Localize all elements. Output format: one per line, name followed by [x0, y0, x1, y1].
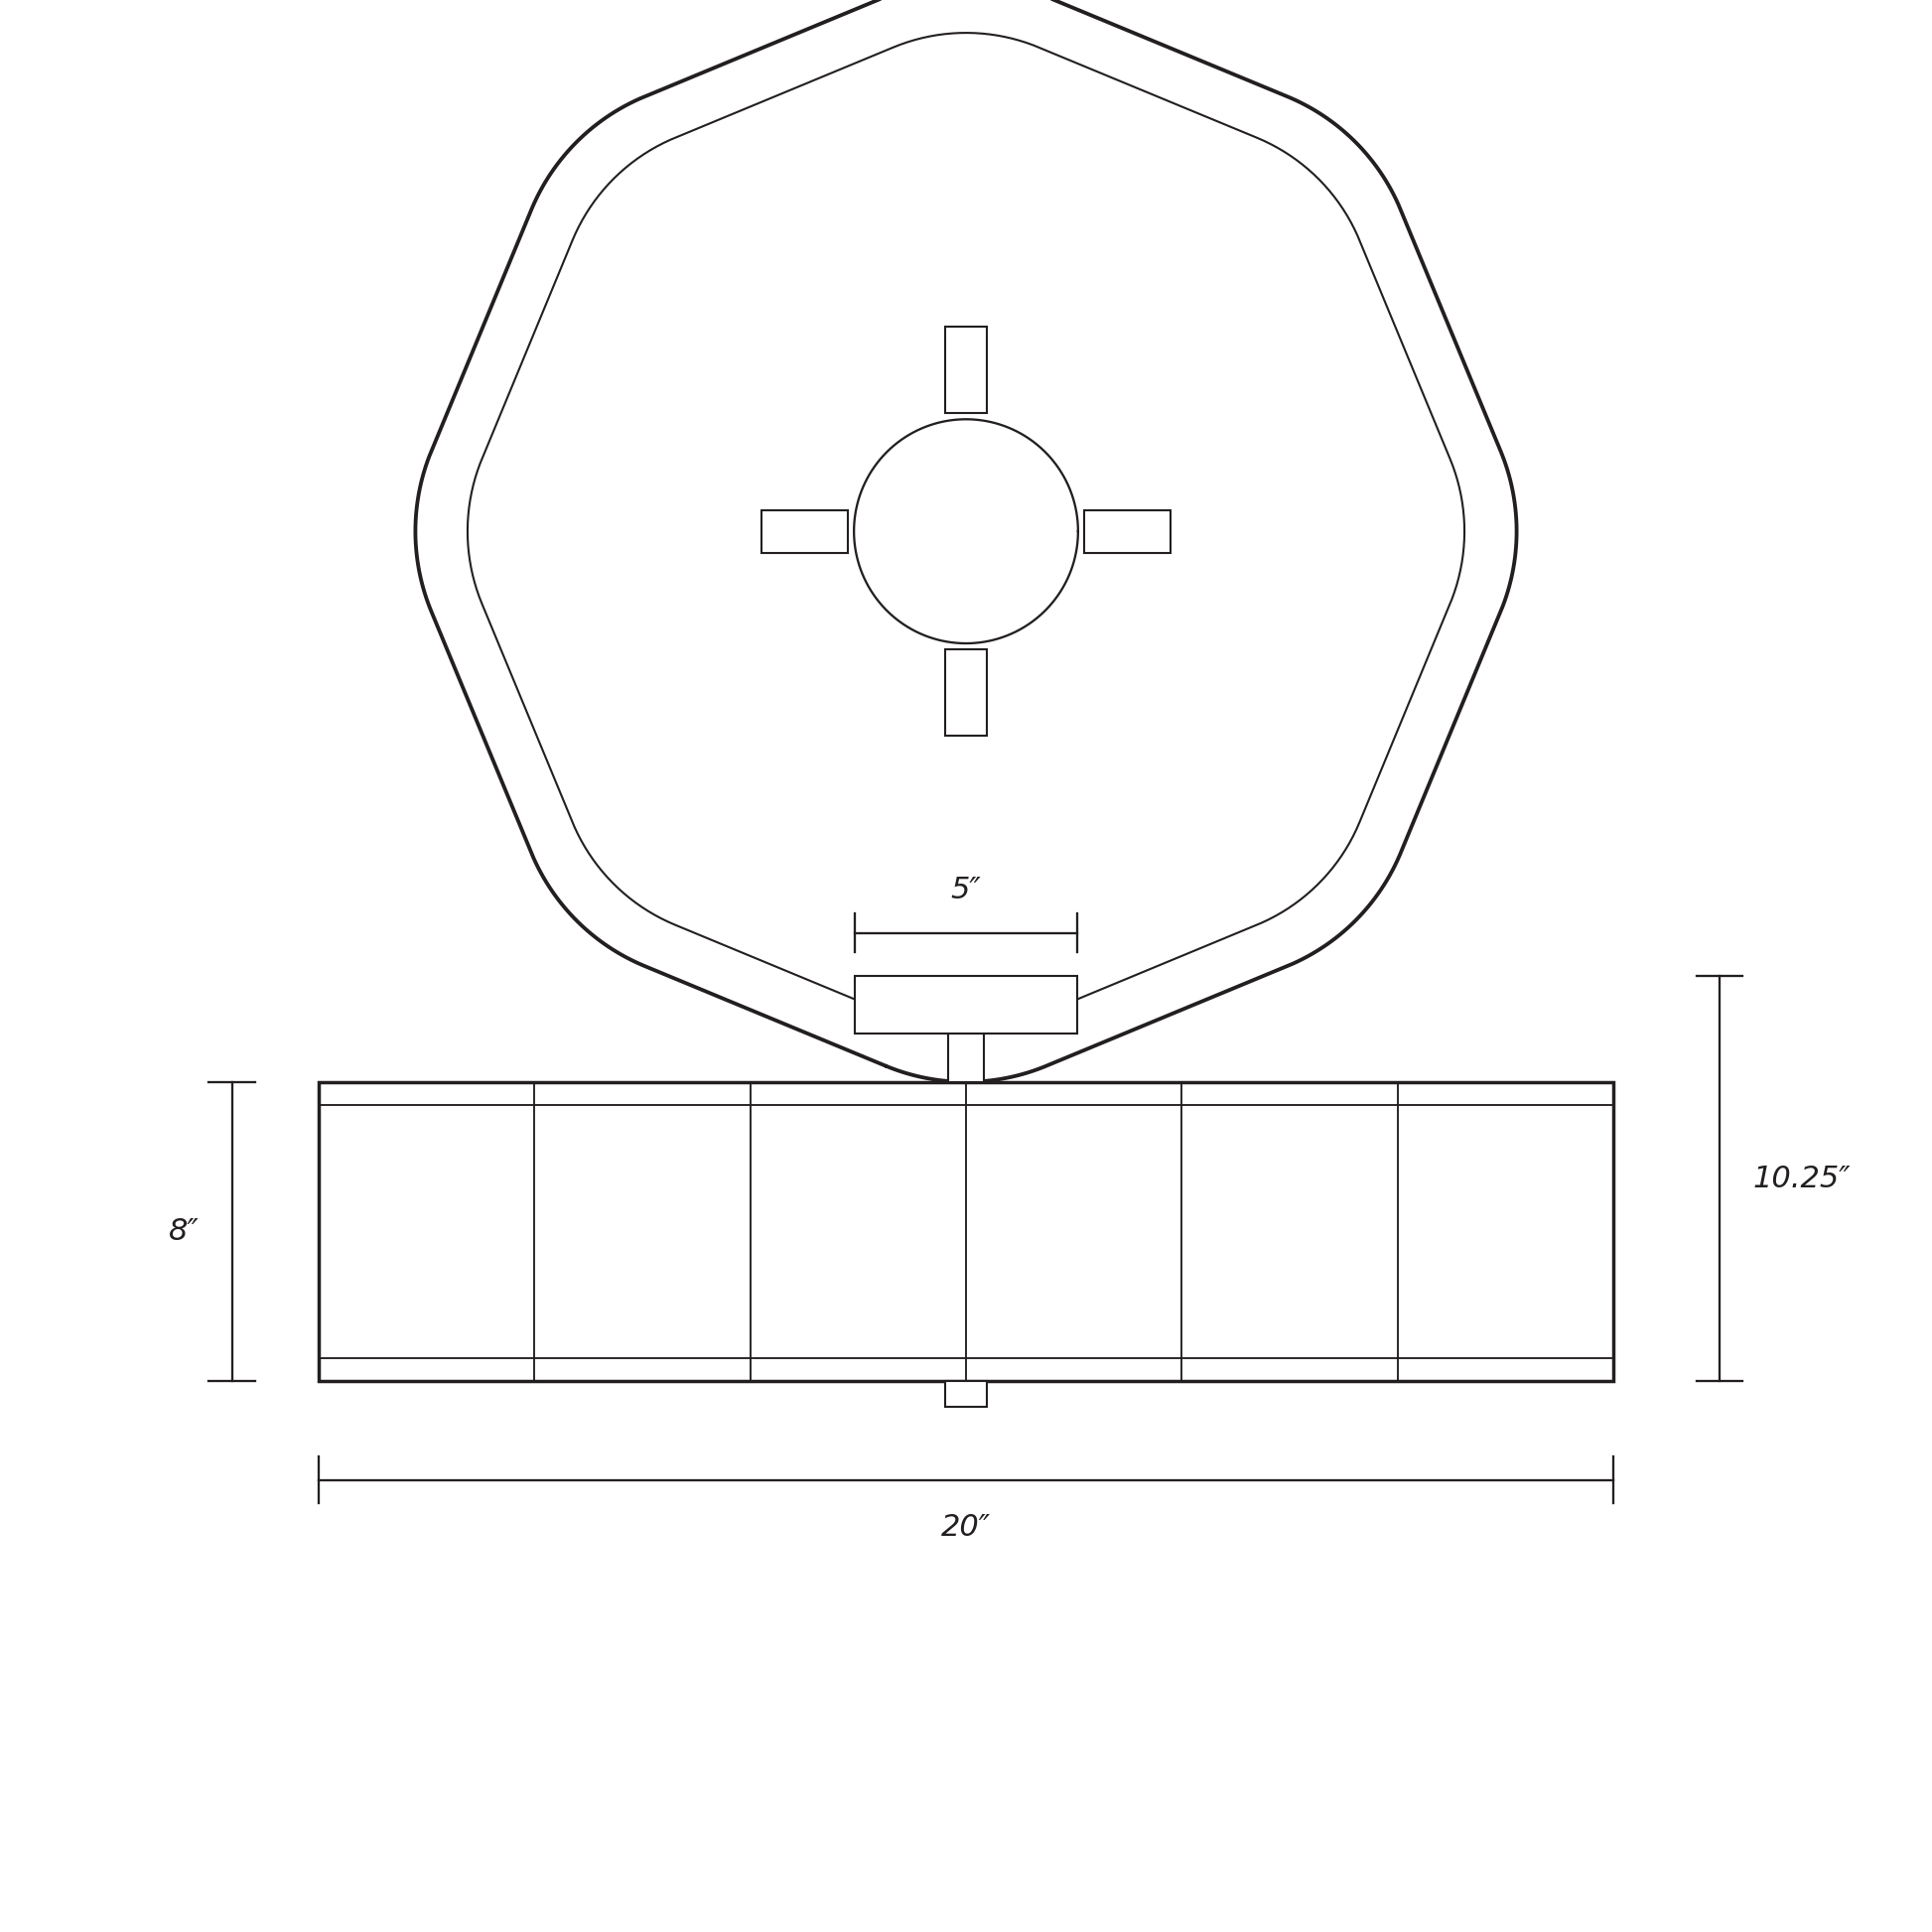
- Bar: [319, 1082, 1613, 1381]
- Bar: [945, 327, 987, 413]
- Text: 5″: 5″: [951, 875, 981, 904]
- Bar: [1084, 510, 1171, 553]
- Bar: [945, 1381, 987, 1406]
- Text: 10.25″: 10.25″: [1752, 1165, 1851, 1192]
- Text: 20″: 20″: [941, 1513, 991, 1542]
- Bar: [854, 976, 1078, 1034]
- Text: 8″: 8″: [168, 1217, 199, 1246]
- Bar: [761, 510, 848, 553]
- Bar: [945, 649, 987, 736]
- Bar: [949, 1034, 983, 1082]
